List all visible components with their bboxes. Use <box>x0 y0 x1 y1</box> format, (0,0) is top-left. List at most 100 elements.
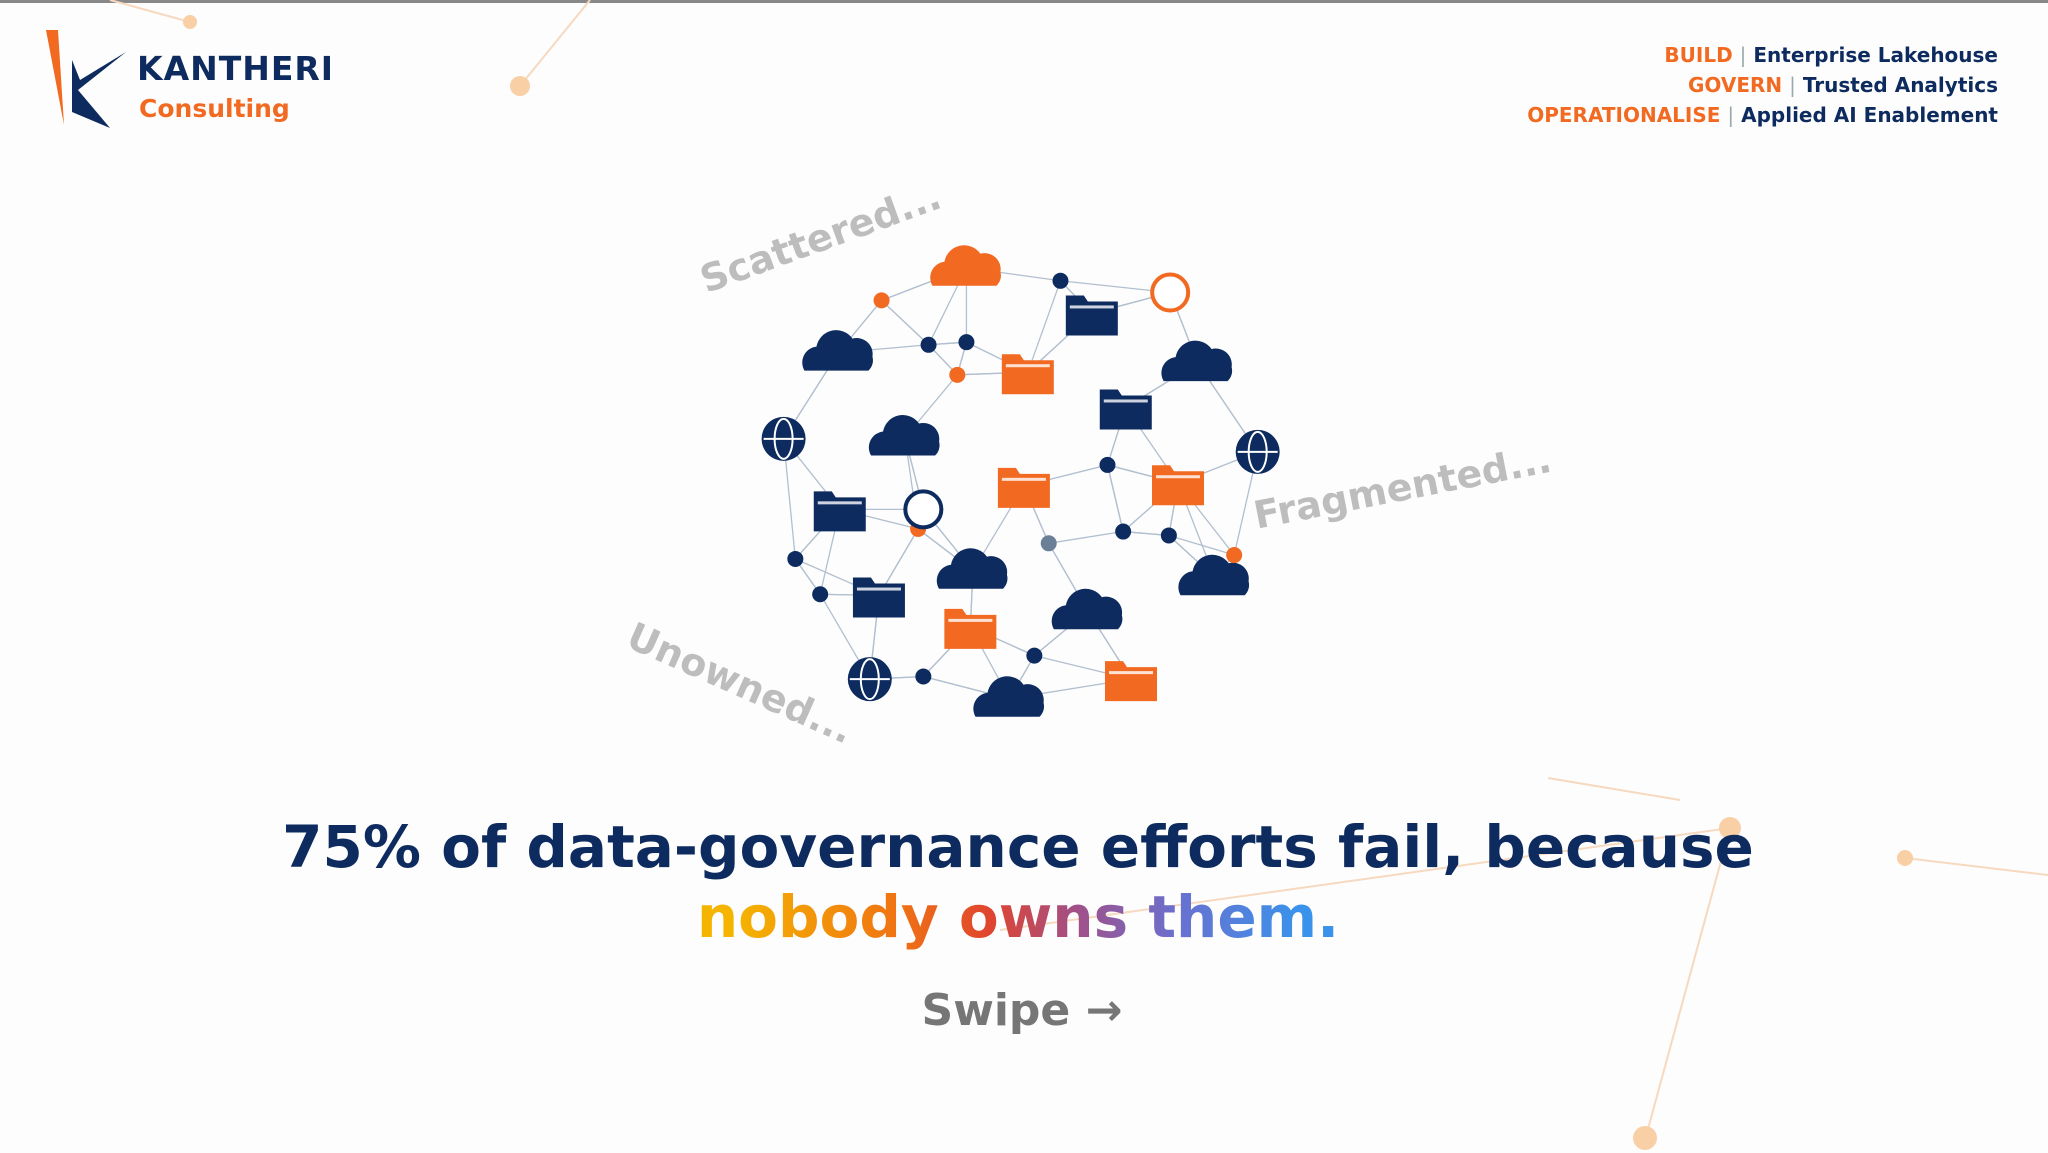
tagline: GOVERN | Trusted Analytics <box>1688 73 1998 97</box>
folder-shape <box>1099 389 1152 430</box>
node-folder <box>813 491 866 532</box>
folder-tab <box>1069 305 1114 309</box>
ring-shape <box>1150 272 1191 313</box>
network-illustration <box>761 245 1280 717</box>
folder-tab <box>1156 475 1201 479</box>
node-dot <box>949 366 966 383</box>
node-dot <box>1226 547 1243 564</box>
node-dot <box>958 334 975 351</box>
tagline: OPERATIONALISE | Applied AI Enablement <box>1527 103 1998 127</box>
node-cloud <box>930 245 1001 286</box>
cloud-shape <box>1178 554 1250 596</box>
brand-subtitle: Consulting <box>139 94 290 123</box>
connection <box>1048 530 1124 544</box>
node-cloud <box>802 330 873 371</box>
tagline-value: Enterprise Lakehouse <box>1753 43 1998 67</box>
cloud-shape <box>1161 340 1233 382</box>
node-folder <box>944 608 997 649</box>
folder-tab <box>1103 399 1148 403</box>
node-dot <box>1115 523 1132 540</box>
node-ring <box>1150 272 1191 313</box>
folder-shape <box>997 467 1050 508</box>
cloud-shape <box>868 415 940 456</box>
node-cloud <box>973 676 1045 717</box>
folder-shape <box>1104 661 1157 702</box>
node-globe <box>761 416 806 461</box>
ring-shape <box>903 489 944 530</box>
brand-name: KANTHERI <box>137 49 334 88</box>
node-dot <box>1052 272 1069 289</box>
tagline-key: GOVERN <box>1688 73 1782 97</box>
node-folder <box>852 577 905 618</box>
node-cloud <box>1178 554 1250 596</box>
swipe-cta[interactable]: Swipe → <box>922 985 1123 1036</box>
tagline-separator: | <box>1789 73 1796 97</box>
node-globe <box>847 657 892 702</box>
node-dot <box>787 550 804 567</box>
node-dot <box>1026 647 1043 664</box>
logo-mark <box>46 30 126 128</box>
node-cloud <box>936 548 1008 589</box>
node-cloud <box>868 415 940 456</box>
folder-shape <box>1065 295 1118 336</box>
dot-shape <box>787 550 804 567</box>
headline-word: nobody <box>697 883 939 951</box>
dot-shape <box>958 334 975 351</box>
dot-shape <box>915 668 932 685</box>
dot-shape <box>1099 456 1116 473</box>
tagline-value: Applied AI Enablement <box>1741 103 1998 127</box>
dot-shape <box>812 586 829 603</box>
dot-shape <box>1226 547 1243 564</box>
connection <box>1168 534 1235 556</box>
folder-tab <box>1108 671 1153 675</box>
node-folder <box>1001 354 1054 395</box>
tagline-separator: | <box>1740 43 1747 67</box>
headline-word: them. <box>1148 883 1339 951</box>
node-dot <box>920 336 937 353</box>
dot-shape <box>1026 647 1043 664</box>
folder-shape <box>813 491 866 532</box>
tagline-key: OPERATIONALISE <box>1527 103 1720 127</box>
folder-shape <box>852 577 905 618</box>
node-cloud <box>1161 340 1233 382</box>
cloud-shape <box>973 676 1045 717</box>
dot-shape <box>1052 272 1069 289</box>
tagline: BUILD | Enterprise Lakehouse <box>1664 43 1998 67</box>
cloud-shape <box>802 330 873 371</box>
bg-dots <box>183 15 1913 1150</box>
folder-tab <box>1005 364 1050 368</box>
cloud-shape <box>930 245 1001 286</box>
headline-line2: nobody owns them. <box>697 883 1339 951</box>
node-folder <box>1099 389 1152 430</box>
dot-shape <box>949 366 966 383</box>
taglines: BUILD | Enterprise Lakehouse GOVERN | Tru… <box>1527 43 1998 127</box>
node-cloud <box>1051 588 1123 630</box>
folder-shape <box>1152 465 1205 506</box>
connection <box>1027 280 1062 373</box>
dot-shape <box>873 292 890 309</box>
folder-tab <box>817 501 862 505</box>
node-dot <box>812 586 829 603</box>
folder-tab <box>948 618 993 622</box>
dot-shape <box>1160 527 1177 544</box>
node-dot <box>1099 456 1116 473</box>
node-dot <box>1160 527 1177 544</box>
dot-shape <box>1040 535 1057 552</box>
tagline-separator: | <box>1727 103 1734 127</box>
connection <box>881 299 930 346</box>
tagline-value: Trusted Analytics <box>1803 73 1998 97</box>
cloud-shape <box>1051 588 1123 630</box>
folder-shape <box>1001 354 1054 395</box>
folder-shape <box>944 608 997 649</box>
node-folder <box>1152 465 1205 506</box>
node-folder <box>1104 661 1157 702</box>
node-folder <box>1065 295 1118 336</box>
folder-tab <box>856 587 901 591</box>
node-folder <box>997 467 1050 508</box>
headline-word: owns <box>959 883 1128 951</box>
dot-shape <box>920 336 937 353</box>
top-border <box>0 0 2048 3</box>
